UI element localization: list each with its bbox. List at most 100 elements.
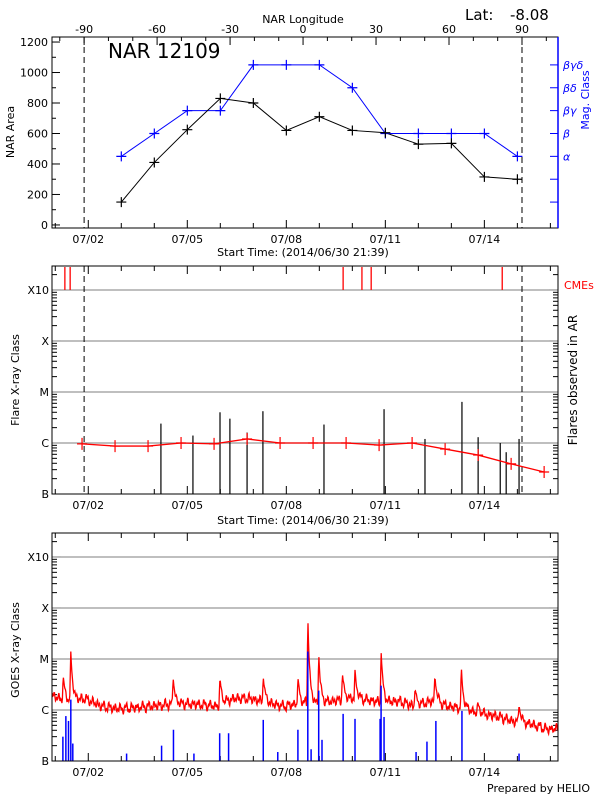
bottom-panel-x-tick-label: 07/05 — [171, 766, 203, 779]
middle-panel-flares: B C M X X10 07/02 07/05 07/08 07/11 07/14 — [27, 265, 559, 512]
goes-long-channel-line — [51, 623, 559, 737]
flare-average-point — [209, 437, 220, 450]
mag-class-point — [479, 128, 490, 139]
top-panel-nar-area: 07/02 07/05 07/08 07/11 07/14020040060080010… — [20, 23, 584, 246]
flare-average-point — [110, 440, 121, 453]
middle-panel-y-tick-label: X10 — [27, 284, 49, 297]
bottom-panel-frame — [51, 532, 559, 762]
top-panel-y-tick-label: 0 — [41, 219, 48, 232]
mag-class-line — [121, 64, 518, 157]
top-panel-lon-tick-label: -90 — [75, 23, 93, 36]
mag-class-point — [215, 105, 226, 116]
middle-panel-y-tick-label: M — [40, 386, 50, 399]
top-panel-title: NAR 12109 — [108, 39, 221, 63]
bottom-panel-y-tick-label: B — [41, 755, 49, 768]
mag-class-point — [347, 82, 358, 93]
flare-average-point — [242, 432, 253, 445]
flare-average-point — [407, 436, 418, 449]
mag-class-point — [512, 151, 523, 162]
top-panel-lon-tick-label: -60 — [148, 23, 166, 36]
flare-average-point — [341, 436, 352, 449]
flare-average-point — [275, 436, 286, 449]
middle-panel-y-tick-label: C — [41, 437, 49, 450]
bottom-panel-y-tick-label: C — [41, 704, 49, 717]
nar-area-point — [281, 125, 292, 136]
middle-panel-x-tick-label: 07/08 — [270, 499, 302, 512]
cme-legend-label: CMEs — [564, 279, 594, 292]
mag-class-tick-label: βγ — [562, 105, 577, 118]
top-panel-y-tick-label: 800 — [27, 97, 48, 110]
middle-panel-x-tick-label: 07/02 — [72, 499, 104, 512]
top-panel-x-tick-label: 07/14 — [469, 233, 501, 246]
latitude-value: -8.08 — [510, 6, 549, 24]
top-panel-lon-tick-label: -30 — [221, 23, 239, 36]
nar-area-point — [380, 127, 391, 138]
middle-panel-y-tick-label: B — [41, 488, 49, 501]
flare-average-point — [77, 437, 88, 450]
mag-class-point — [314, 59, 325, 70]
top-panel-x-tick-label: 07/02 — [72, 233, 104, 246]
bottom-panel-y-tick-label: M — [40, 653, 50, 666]
flare-average-point — [308, 436, 319, 449]
top-panel-longitude-axis-title: NAR Longitude — [262, 13, 344, 26]
mag-class-point — [281, 59, 292, 70]
middle-panel-x-tick-label: 07/05 — [171, 499, 203, 512]
middle-panel-x-tick-label: 07/11 — [369, 499, 401, 512]
flare-average-point — [440, 443, 451, 456]
nar-area-point — [446, 138, 457, 149]
middle-panel-x-axis-title: Start Time: (2014/06/30 21:39) — [217, 514, 389, 527]
top-panel-y-tick-label: 1200 — [20, 36, 48, 49]
top-panel-y-tick-label: 200 — [27, 188, 48, 201]
bottom-panel-goes: B C M X X10 07/02 07/05 07/08 07/11 07/14 — [27, 532, 559, 779]
top-panel-x-tick-label: 07/08 — [270, 233, 302, 246]
credit-footer: Prepared by HELIO — [487, 782, 590, 795]
nar-area-point — [215, 93, 226, 104]
nar-area-point — [248, 98, 259, 109]
top-panel-lon-tick-label: 90 — [515, 23, 529, 36]
mag-class-tick-label: β — [562, 127, 570, 140]
top-panel-lon-tick-label: 0 — [300, 23, 307, 36]
nar-area-point — [149, 157, 160, 168]
mag-class-point — [446, 128, 457, 139]
nar-area-point — [413, 139, 424, 150]
flare-average-point — [143, 440, 154, 453]
flare-average-point — [176, 436, 187, 449]
top-panel-lon-tick-label: 60 — [442, 23, 456, 36]
top-panel-x-tick-label: 07/05 — [171, 233, 203, 246]
top-panel-y-tick-label: 600 — [27, 127, 48, 140]
middle-panel-frame — [51, 265, 559, 495]
flare-average-point — [374, 439, 385, 452]
nar-area-point — [116, 197, 127, 208]
mag-class-tick-label: α — [563, 150, 571, 163]
flare-average-point — [539, 465, 550, 478]
top-panel-lon-tick-label: 30 — [369, 23, 383, 36]
top-panel-y-tick-label: 1000 — [20, 67, 48, 80]
mag-class-tick-label: βδ — [562, 82, 577, 95]
flare-average-point — [506, 457, 517, 470]
nar-area-point — [512, 174, 523, 185]
bottom-panel-x-tick-label: 07/11 — [369, 766, 401, 779]
nar-area-point — [479, 171, 490, 182]
middle-panel-x-tick-label: 07/14 — [469, 499, 501, 512]
bottom-panel-x-tick-label: 07/08 — [270, 766, 302, 779]
top-panel-y-tick-label: 400 — [27, 158, 48, 171]
mag-class-point — [413, 128, 424, 139]
middle-panel-y-tick-label: X — [41, 335, 49, 348]
mag-class-point — [116, 151, 127, 162]
flare-average-point — [473, 449, 484, 462]
top-panel-x-tick-label: 07/11 — [369, 233, 401, 246]
mag-class-point — [182, 105, 193, 116]
top-panel-x-axis-title: Start Time: (2014/06/30 21:39) — [217, 246, 389, 259]
top-panel-y-axis-title: NAR Area — [4, 106, 17, 158]
nar-area-point — [182, 124, 193, 135]
top-panel-frame — [51, 36, 559, 229]
nar-area-point — [314, 111, 325, 122]
bottom-panel-y-tick-label: X — [41, 602, 49, 615]
top-panel-y2-axis-title: Mag. Class — [579, 70, 592, 129]
nar-area-point — [347, 125, 358, 136]
bottom-panel-y-tick-label: X10 — [27, 551, 49, 564]
mag-class-point — [248, 59, 259, 70]
mag-class-tick-label: βγδ — [562, 59, 584, 72]
bottom-panel-x-tick-label: 07/14 — [469, 766, 501, 779]
